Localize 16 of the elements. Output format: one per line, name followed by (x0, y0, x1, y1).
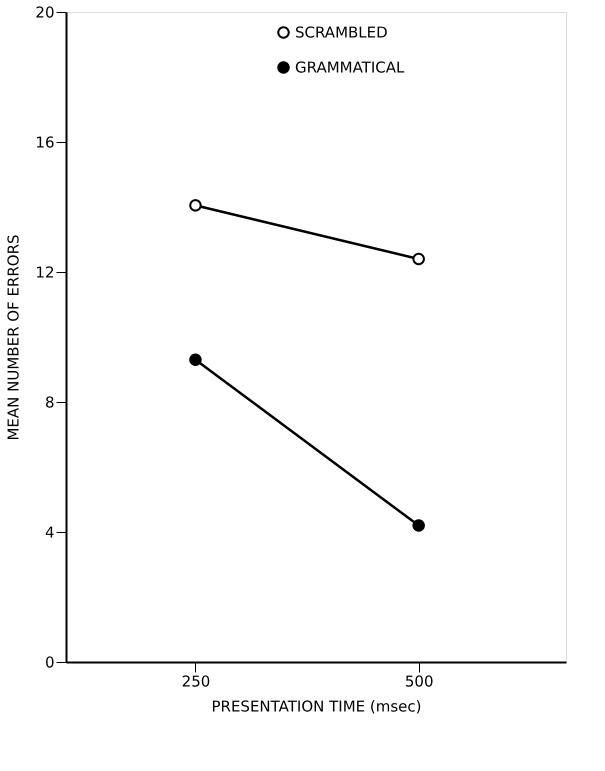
point (412, 252, 425, 266)
x-tick-label: 250 (182, 672, 210, 690)
y-tick-label: 0 (44, 654, 54, 672)
y-tick-label: 16 (35, 134, 54, 152)
point (412, 519, 425, 532)
legend-label: SCRAMBLED (295, 24, 388, 42)
legend-label: GRAMMATICAL (295, 58, 405, 76)
y-tick-label: 20 (35, 4, 54, 22)
point (189, 354, 202, 366)
y-tick-label: 4 (44, 524, 54, 542)
y-axis-title: MEAN NUMBER OF ERRORS (4, 234, 22, 441)
y-tick-label: 8 (44, 394, 54, 412)
y-tick-label: 12 (35, 264, 54, 282)
x-tick-label: 500 (404, 672, 434, 690)
x-axis-title: PRESENTATION TIME (msec) (211, 698, 422, 716)
point (189, 199, 202, 212)
